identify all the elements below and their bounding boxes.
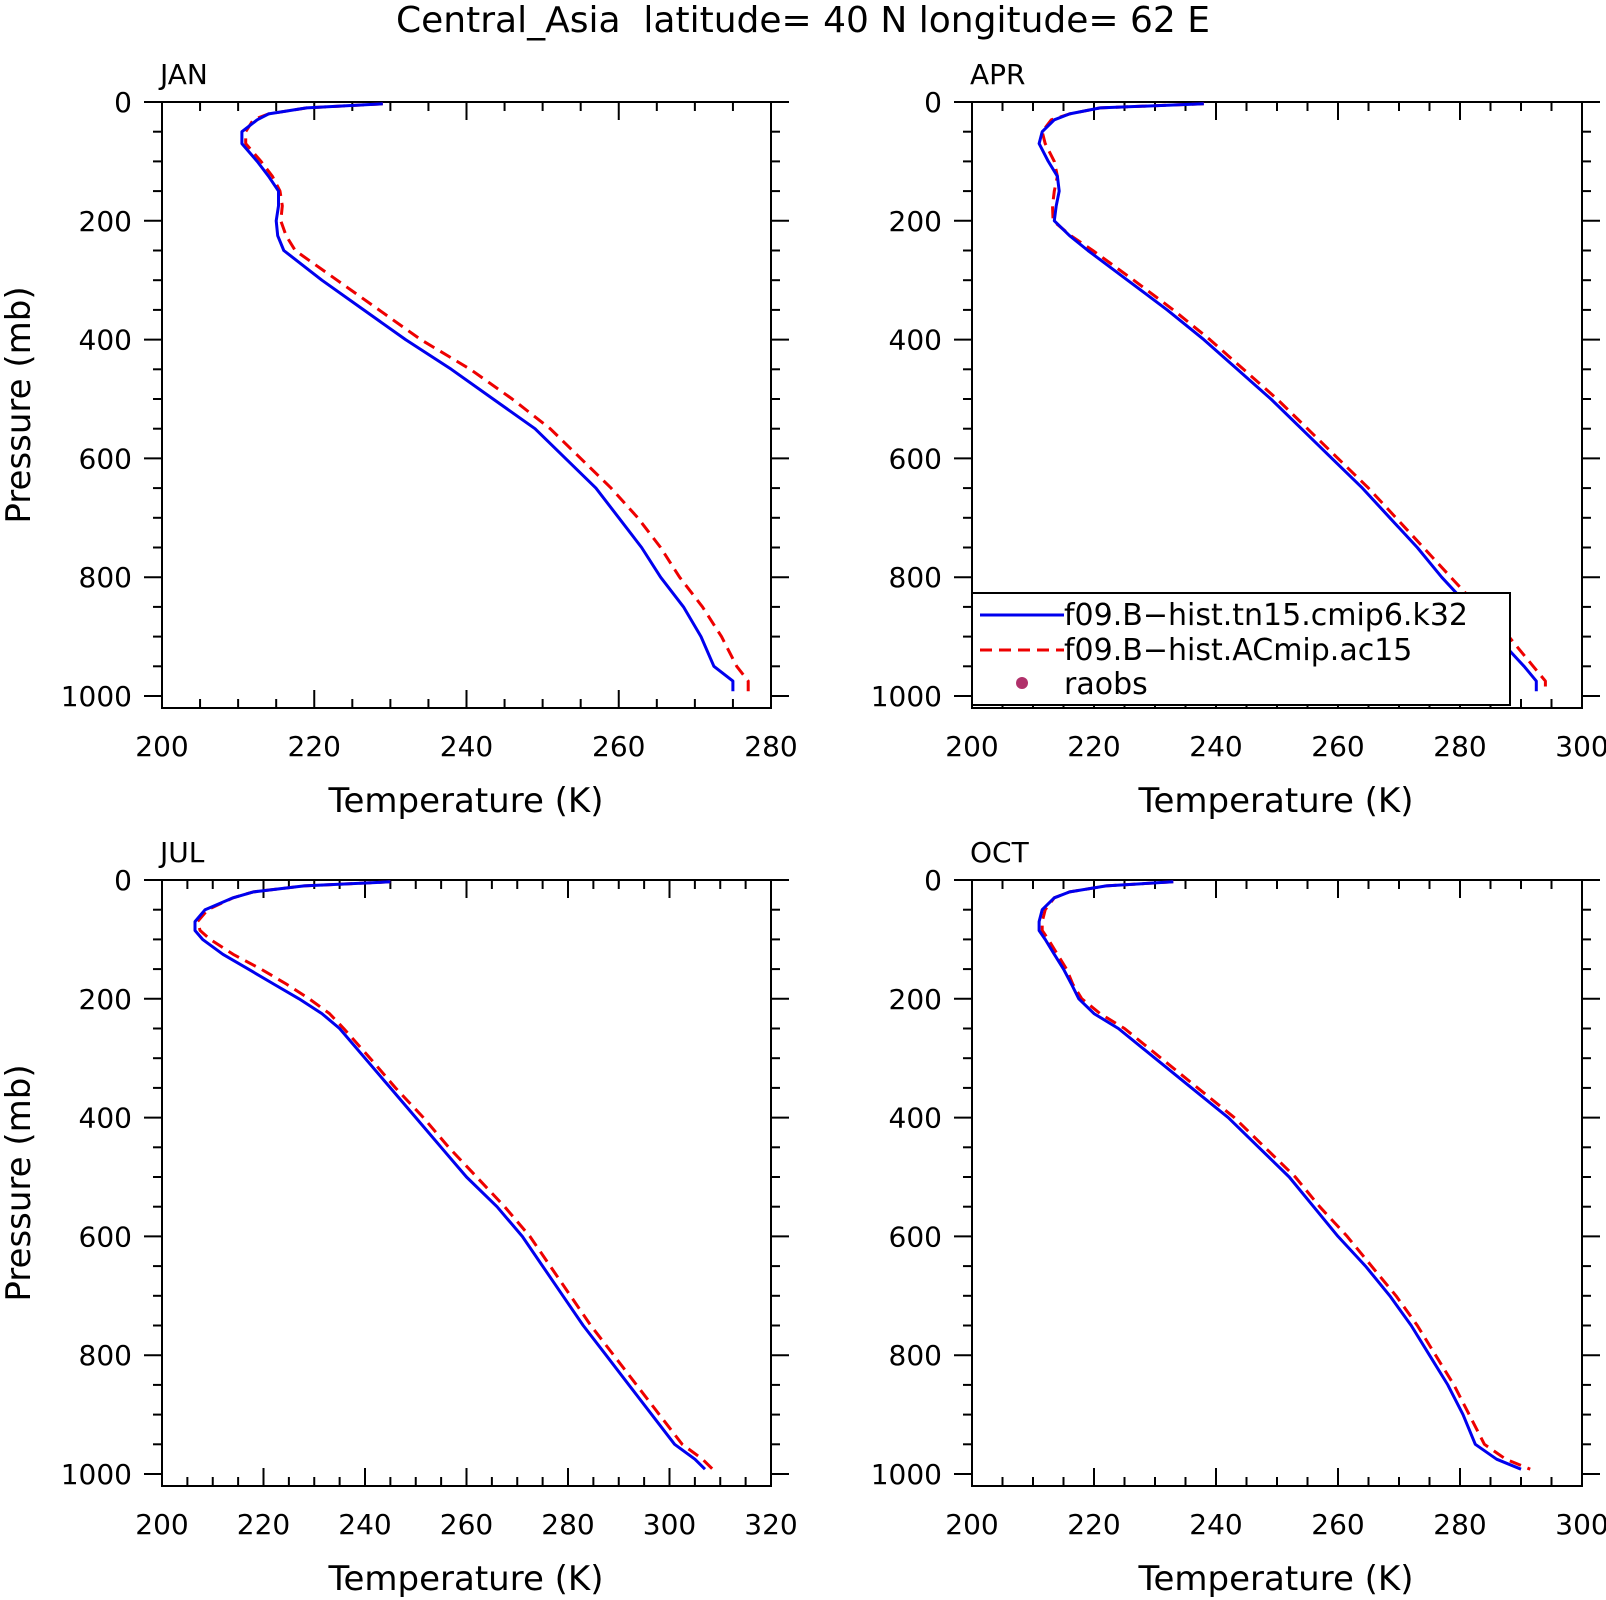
x-axis-title: Temperature (K) <box>327 1559 603 1599</box>
y-axis-title: Pressure (mb) <box>0 1064 39 1301</box>
x-tick-label: 220 <box>1067 730 1120 763</box>
panel-label: JUL <box>158 836 205 869</box>
y-axis-title: Pressure (mb) <box>0 286 39 523</box>
x-tick-label: 280 <box>1433 730 1486 763</box>
y-tick-label: 600 <box>889 1220 942 1253</box>
series-line-model1 <box>240 102 735 692</box>
series-line-model1 <box>193 880 707 1471</box>
y-tick-label: 400 <box>79 324 132 357</box>
y-tick-label: 1000 <box>61 680 132 713</box>
panel-label: JAN <box>158 58 208 91</box>
y-tick-label: 600 <box>79 1220 132 1253</box>
panel-label: APR <box>970 58 1026 91</box>
panel-oct: OCT Temperature (K) 02004006008001000200… <box>871 836 1606 1599</box>
series-line-model1 <box>1037 102 1538 692</box>
x-tick-label: 200 <box>135 730 188 763</box>
y-tick-label: 600 <box>889 442 942 475</box>
y-tick-label: 800 <box>889 561 942 594</box>
series-line-model1 <box>1037 880 1522 1471</box>
x-axis-title: Temperature (K) <box>327 781 603 821</box>
y-tick-label: 1000 <box>61 1458 132 1491</box>
legend-label-model1: f09.B−hist.tn15.cmip6.k32 <box>1064 598 1468 633</box>
x-tick-label: 240 <box>338 1508 391 1541</box>
legend: f09.B−hist.tn15.cmip6.k32 f09.B−hist.ACm… <box>971 592 1511 706</box>
y-tick-label: 400 <box>889 1102 942 1135</box>
figure-title: Central_Asia latitude= 40 N longitude= 6… <box>396 0 1210 41</box>
x-tick-label: 200 <box>945 1508 998 1541</box>
y-tick-label: 200 <box>79 205 132 238</box>
y-tick-label: 200 <box>889 205 942 238</box>
x-tick-label: 300 <box>1555 1508 1606 1541</box>
x-tick-label: 300 <box>1555 730 1606 763</box>
y-tick-label: 200 <box>79 983 132 1016</box>
y-tick-label: 0 <box>114 864 132 897</box>
panel-jan: JAN Temperature (K) Pressure (mb) 0 200 40… <box>0 58 798 821</box>
panel-label: OCT <box>970 836 1030 869</box>
series-line-model2 <box>1040 102 1547 692</box>
x-tick-label: 220 <box>1067 1508 1120 1541</box>
y-tick-label: 200 <box>889 983 942 1016</box>
x-tick-label: 220 <box>237 1508 290 1541</box>
x-tick-label: 280 <box>744 730 797 763</box>
y-tick-label: 600 <box>79 442 132 475</box>
x-axis-title: Temperature (K) <box>1137 1559 1413 1599</box>
x-tick-label: 260 <box>440 1508 493 1541</box>
x-tick-label: 300 <box>643 1508 696 1541</box>
panel-jul: JUL Temperature (K) Pressure (mb) 0 200 40… <box>0 836 798 1599</box>
y-tick-label: 800 <box>79 561 132 594</box>
x-tick-label: 280 <box>1433 1508 1486 1541</box>
legend-marker-raobs <box>1016 677 1028 689</box>
x-tick-label: 280 <box>541 1508 594 1541</box>
plot-frame <box>161 101 772 709</box>
x-tick-label: 220 <box>288 730 341 763</box>
y-tick-label: 1000 <box>871 1458 942 1491</box>
legend-label-raobs: raobs <box>1064 667 1148 702</box>
y-tick-label: 400 <box>79 1102 132 1135</box>
legend-label-model2: f09.B−hist.ACmip.ac15 <box>1064 633 1412 668</box>
y-tick-label: 800 <box>79 1339 132 1372</box>
series-line-model2 <box>1040 880 1531 1471</box>
y-tick-label: 800 <box>889 1339 942 1372</box>
y-tick-label: 0 <box>114 86 132 119</box>
x-tick-label: 260 <box>1311 1508 1364 1541</box>
x-axis-title: Temperature (K) <box>1137 781 1413 821</box>
x-tick-label: 260 <box>1311 730 1364 763</box>
x-tick-label: 260 <box>592 730 645 763</box>
x-tick-label: 240 <box>1189 1508 1242 1541</box>
y-tick-label: 1000 <box>871 680 942 713</box>
y-tick-label: 0 <box>924 864 942 897</box>
x-tick-label: 320 <box>744 1508 797 1541</box>
x-tick-label: 200 <box>945 730 998 763</box>
x-tick-label: 200 <box>135 1508 188 1541</box>
x-tick-label: 240 <box>1189 730 1242 763</box>
panel-apr: APR Temperature (K) 02004006008001000200… <box>871 58 1606 821</box>
x-tick-label: 240 <box>440 730 493 763</box>
y-tick-label: 0 <box>924 86 942 119</box>
series-line-model2 <box>244 102 750 692</box>
y-tick-label: 400 <box>889 324 942 357</box>
series-line-model2 <box>196 880 714 1471</box>
